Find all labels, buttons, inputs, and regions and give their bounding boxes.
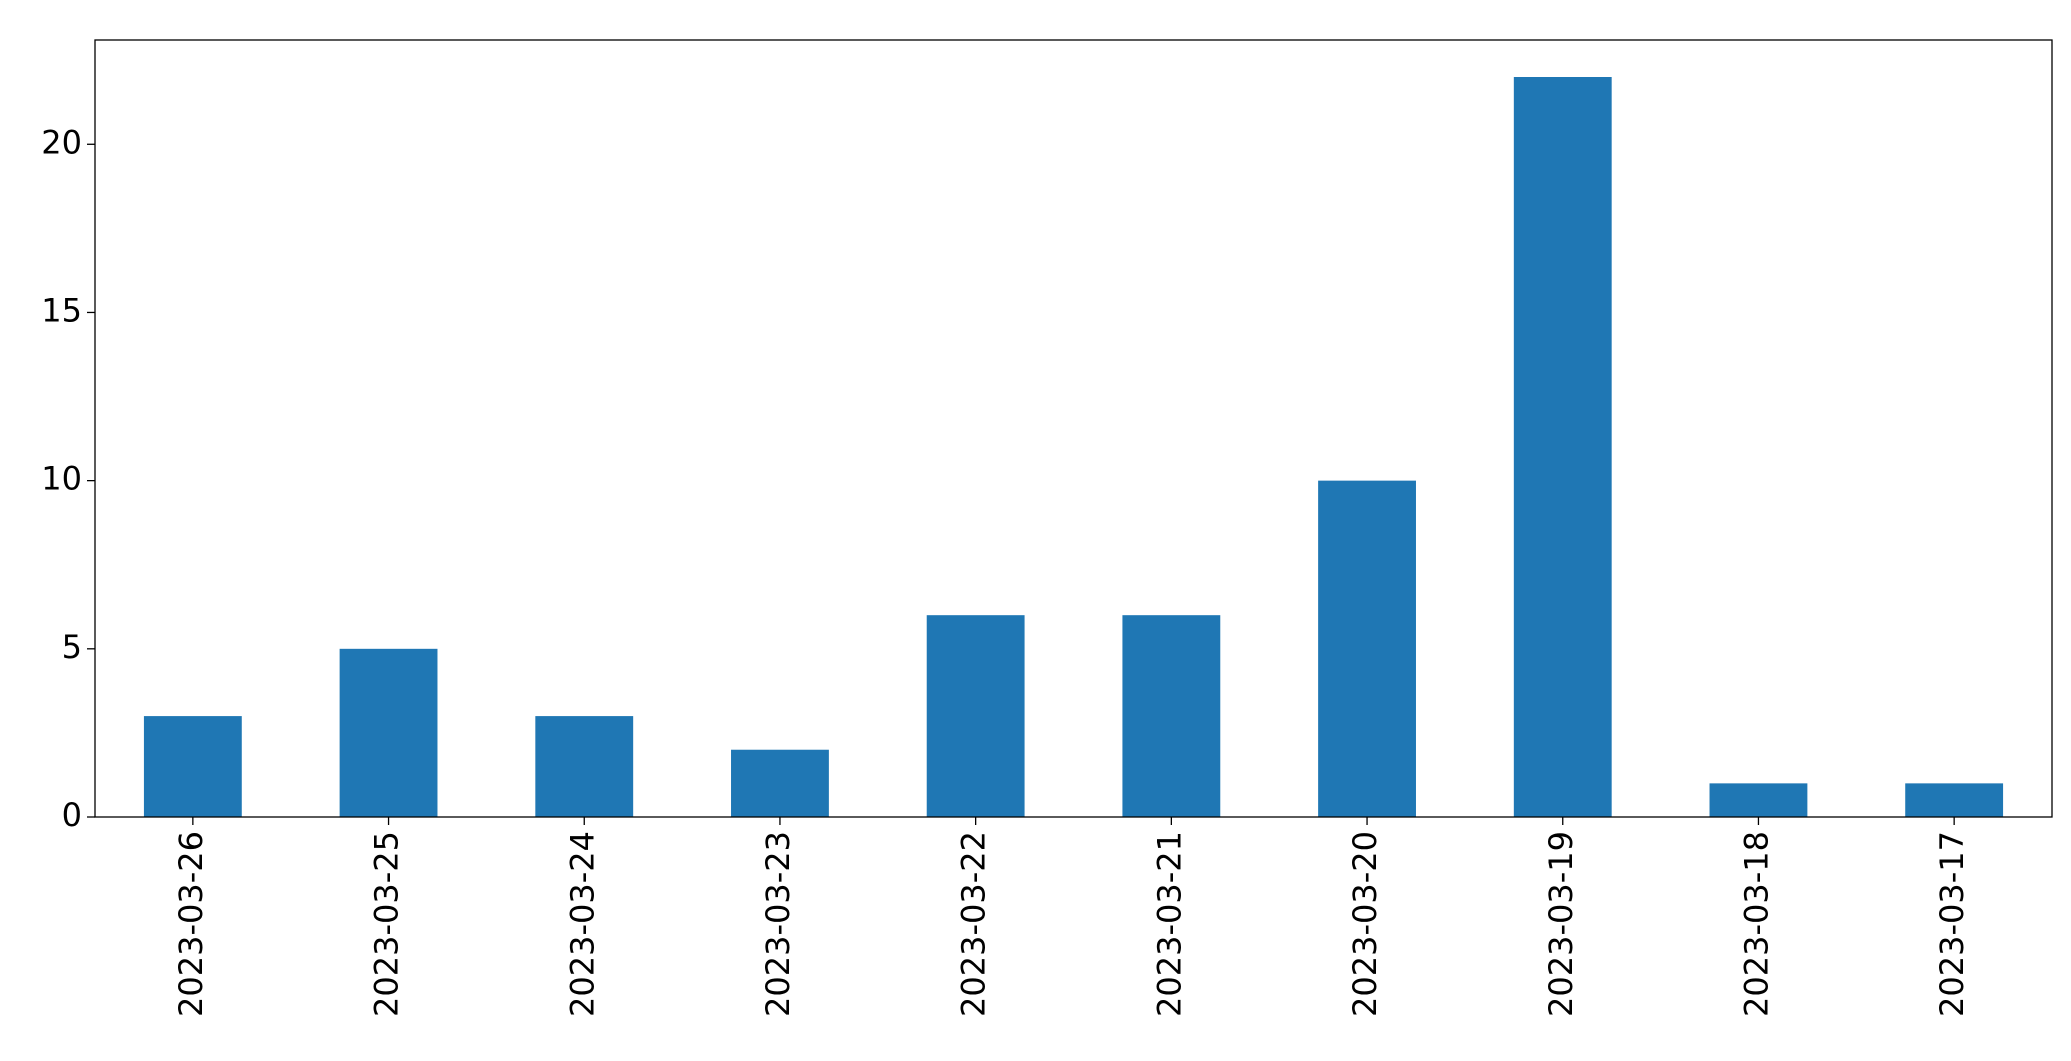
y-tick-label: 20	[41, 123, 82, 161]
bar	[731, 749, 829, 817]
x-tick-label: 2023-03-21	[1150, 831, 1188, 1017]
bar	[1318, 480, 1416, 817]
bar	[926, 615, 1025, 817]
bar	[1709, 783, 1808, 817]
x-tick-label: 2023-03-18	[1737, 831, 1775, 1017]
x-tick-label: 2023-03-20	[1346, 831, 1384, 1017]
bar	[1122, 615, 1221, 817]
x-tick-label: 2023-03-23	[759, 831, 797, 1017]
bar	[143, 716, 242, 817]
x-tick-label: 2023-03-17	[1933, 831, 1971, 1017]
x-tick-label: 2023-03-25	[368, 831, 406, 1017]
y-tick-label: 0	[62, 796, 82, 834]
x-tick-label: 2023-03-22	[955, 831, 993, 1017]
y-tick-label: 10	[41, 460, 82, 498]
x-tick-label: 2023-03-19	[1542, 831, 1580, 1017]
x-tick-label: 2023-03-26	[172, 831, 210, 1017]
bar	[1513, 77, 1612, 817]
bar	[1905, 783, 2004, 817]
x-tick-label: 2023-03-24	[563, 831, 601, 1017]
plot-frame	[94, 39, 2053, 818]
y-tick-label: 5	[62, 628, 82, 666]
bar	[535, 716, 634, 817]
bar	[339, 648, 438, 817]
y-tick-label: 15	[41, 291, 82, 329]
